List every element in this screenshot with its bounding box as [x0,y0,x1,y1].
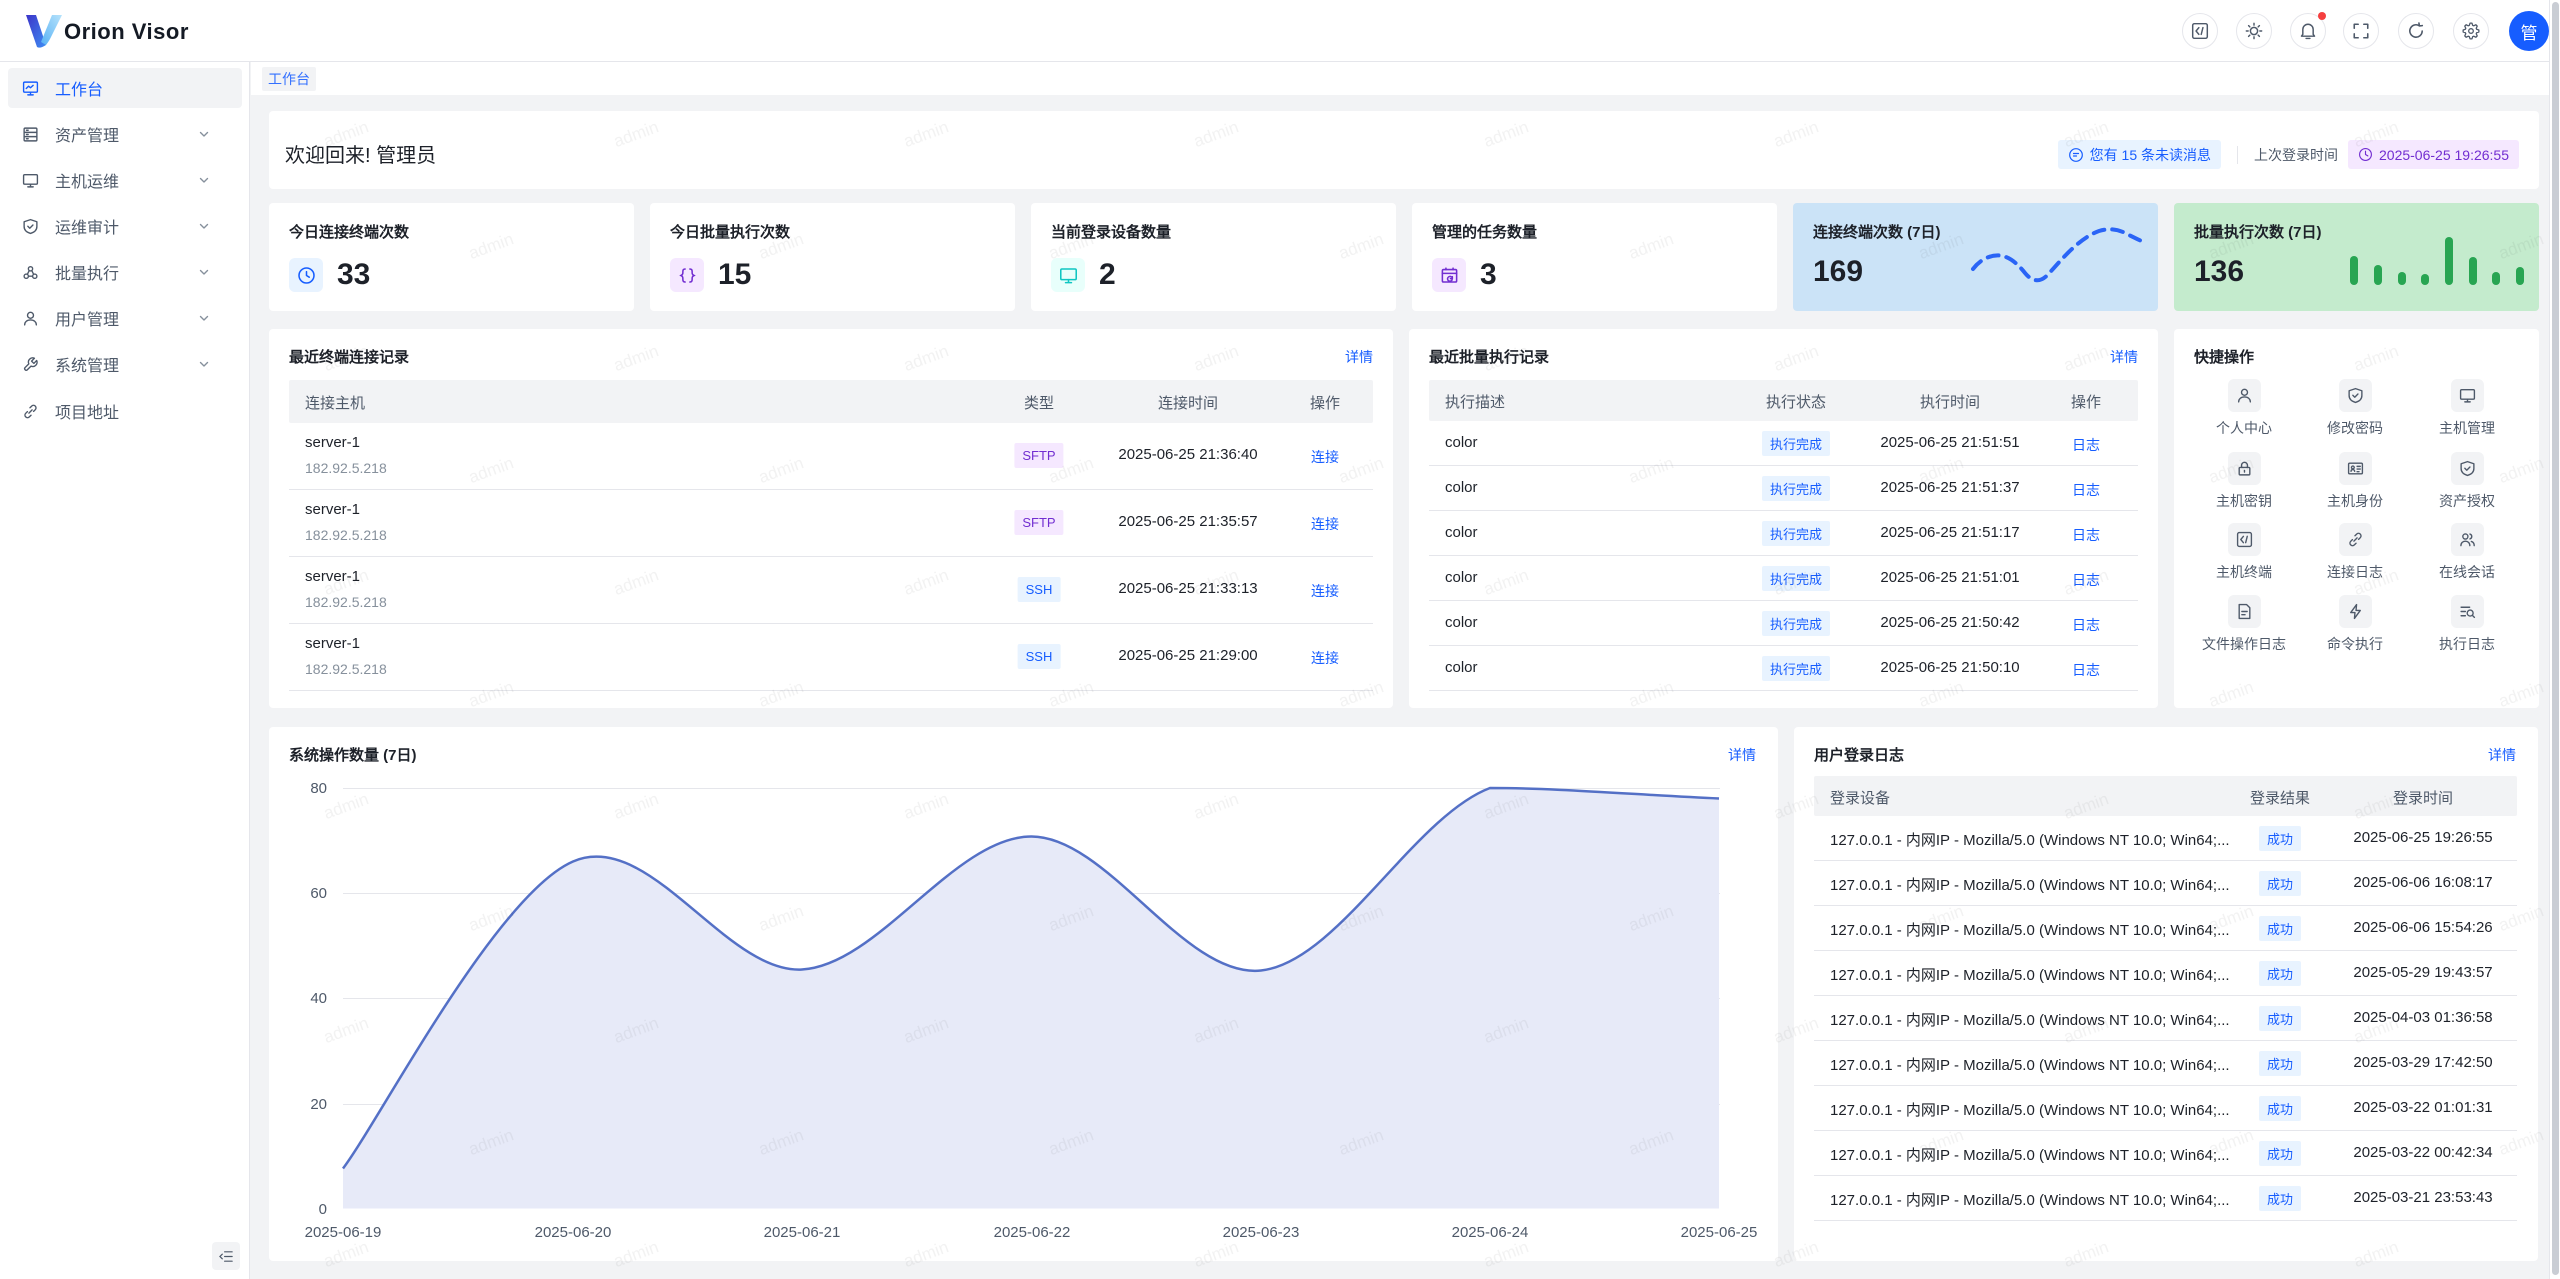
svg-text:2025-06-24: 2025-06-24 [1452,1224,1529,1241]
svg-text:2025-06-25: 2025-06-25 [1681,1224,1758,1241]
svg-text:2025-06-19: 2025-06-19 [305,1224,382,1241]
svg-text:40: 40 [310,990,327,1007]
svg-text:2025-06-21: 2025-06-21 [764,1224,841,1241]
svg-text:0: 0 [319,1201,327,1218]
svg-text:60: 60 [310,885,327,902]
svg-text:20: 20 [310,1096,327,1113]
svg-text:2025-06-20: 2025-06-20 [535,1224,612,1241]
svg-text:80: 80 [310,780,327,797]
svg-text:2025-06-23: 2025-06-23 [1223,1224,1300,1241]
svg-text:2025-06-22: 2025-06-22 [994,1224,1071,1241]
